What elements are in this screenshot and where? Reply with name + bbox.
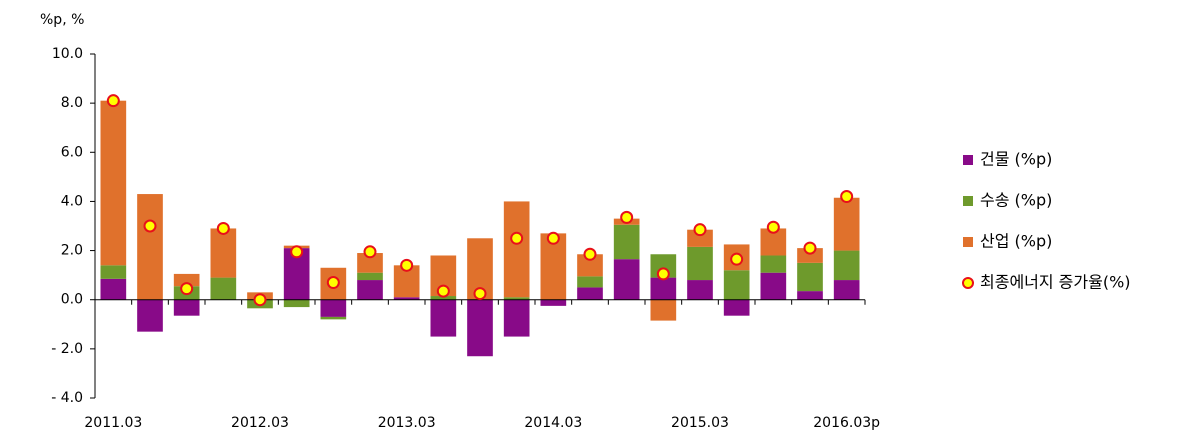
y-tick-label: 6.0 xyxy=(61,144,83,160)
bar xyxy=(210,228,237,278)
marker xyxy=(363,245,377,259)
bar xyxy=(100,278,127,300)
bar xyxy=(100,265,127,279)
marker xyxy=(693,223,707,237)
marker xyxy=(436,284,450,298)
legend-label: 수송 (%p) xyxy=(980,191,1052,210)
bar xyxy=(577,276,603,288)
x-tick-label: 2013.03 xyxy=(378,415,436,431)
bar xyxy=(540,299,567,306)
marker xyxy=(180,282,194,296)
bar xyxy=(467,299,493,357)
bar xyxy=(760,255,787,273)
y-tick-label: 0.0 xyxy=(61,292,83,308)
legend-label: 최종에너지 증가율(%) xyxy=(980,273,1131,292)
bar xyxy=(650,299,677,321)
bar xyxy=(687,280,713,300)
bar xyxy=(613,259,640,300)
marker xyxy=(840,190,854,204)
marker xyxy=(473,287,487,301)
bar xyxy=(430,299,457,337)
marker xyxy=(766,220,780,234)
bar xyxy=(797,291,823,300)
y-tick-label: 10.0 xyxy=(52,46,83,62)
bar xyxy=(503,297,530,300)
y-tick-label: 2.0 xyxy=(61,243,83,259)
bar xyxy=(723,270,750,300)
bar xyxy=(137,299,163,332)
bar xyxy=(577,287,603,300)
marker xyxy=(656,267,670,281)
bar xyxy=(210,277,237,300)
y-axis-label: %p, % xyxy=(40,12,84,28)
y-tick-label: - 2.0 xyxy=(51,341,83,357)
bar xyxy=(650,254,677,278)
x-tick-label: 2012.03 xyxy=(231,415,289,431)
marker xyxy=(290,245,304,259)
y-tick-label: - 4.0 xyxy=(51,390,83,406)
bar xyxy=(357,272,383,281)
bar xyxy=(430,296,457,300)
bar xyxy=(357,280,383,300)
x-tick-label: 2015.03 xyxy=(671,415,729,431)
marker xyxy=(400,258,414,272)
legend-swatch xyxy=(962,277,974,289)
marker xyxy=(106,94,120,108)
y-tick-label: 8.0 xyxy=(61,95,83,111)
legend-label: 건물 (%p) xyxy=(980,150,1052,169)
marker xyxy=(546,231,560,245)
bar xyxy=(357,253,383,273)
marker xyxy=(253,293,267,307)
x-tick-label: 2011.03 xyxy=(84,415,142,431)
x-tick-label: 2014.03 xyxy=(524,415,582,431)
bar xyxy=(577,254,603,277)
bar xyxy=(100,100,127,266)
bar xyxy=(393,297,420,300)
bar xyxy=(503,201,530,298)
bar xyxy=(797,262,823,292)
legend-label: 산업 (%p) xyxy=(980,232,1052,251)
marker xyxy=(803,241,817,255)
marker xyxy=(216,221,230,235)
bar xyxy=(283,299,310,308)
legend-swatch xyxy=(963,155,973,165)
bar xyxy=(137,194,163,300)
bar xyxy=(797,248,823,263)
x-tick-label: 2016.03p xyxy=(813,415,880,431)
legend-swatch xyxy=(963,237,973,247)
marker xyxy=(730,252,744,266)
marker xyxy=(143,219,157,233)
bar xyxy=(687,229,713,247)
bar xyxy=(833,197,860,251)
bar xyxy=(833,280,860,300)
bar xyxy=(687,246,713,281)
bar xyxy=(833,250,860,281)
bar xyxy=(503,299,530,337)
marker xyxy=(583,247,597,261)
bar xyxy=(173,299,200,316)
bar xyxy=(723,299,750,316)
bar xyxy=(173,273,200,287)
bar xyxy=(320,299,347,317)
marker xyxy=(510,231,524,245)
legend-swatch xyxy=(963,196,973,206)
bar xyxy=(613,224,640,260)
bar xyxy=(320,316,347,320)
marker xyxy=(620,210,634,224)
bar xyxy=(760,272,787,300)
bar xyxy=(650,277,677,300)
y-tick-label: 4.0 xyxy=(61,193,83,209)
marker xyxy=(326,276,340,290)
